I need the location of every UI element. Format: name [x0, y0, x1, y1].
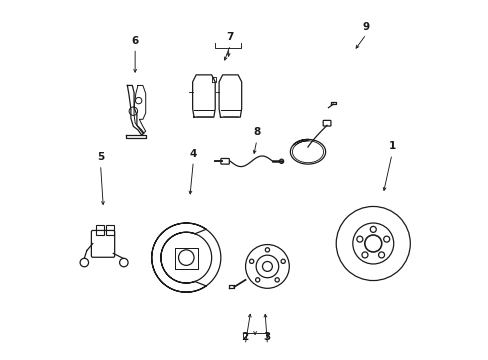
- Text: 8: 8: [253, 127, 260, 138]
- Text: 6: 6: [131, 36, 139, 46]
- Text: 9: 9: [362, 22, 369, 32]
- Text: 3: 3: [263, 332, 270, 342]
- Bar: [106, 225, 114, 235]
- Text: 2: 2: [241, 332, 248, 342]
- Text: 7: 7: [226, 32, 234, 42]
- Text: 1: 1: [387, 141, 395, 152]
- Text: 5: 5: [97, 152, 104, 162]
- Text: 4: 4: [189, 149, 197, 158]
- Bar: [96, 225, 104, 235]
